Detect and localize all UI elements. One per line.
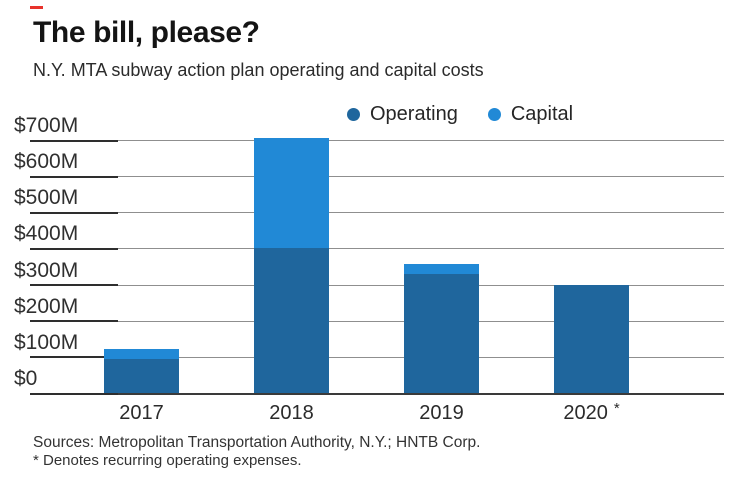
- y-tick-label: $0: [14, 367, 38, 390]
- gridline: [30, 248, 724, 250]
- x-tick-label: 2019: [382, 402, 502, 425]
- y-tick-label: $100M: [14, 330, 79, 354]
- y-tick-mark: [30, 284, 118, 287]
- footnote: * Denotes recurring operating expenses.: [33, 452, 302, 469]
- gridline: [30, 176, 724, 178]
- legend-label-capital: Capital: [510, 103, 574, 125]
- x-tick-year: 2017: [119, 402, 164, 424]
- capital-legend-dot-icon: [487, 108, 501, 121]
- y-tick-label: $400M: [14, 222, 79, 246]
- y-tick-mark: [30, 139, 118, 142]
- bar-operating-2019: [404, 273, 479, 393]
- y-tick-mark: [30, 392, 118, 395]
- legend-label-operating: Operating: [370, 103, 458, 125]
- y-tick-label: $300M: [14, 258, 79, 282]
- operating-legend-dot-icon: [347, 108, 360, 121]
- y-tick-mark: [30, 320, 118, 323]
- bar-capital-2017: [104, 348, 179, 359]
- bar-operating-2020: [554, 284, 629, 393]
- y-tick-label: $200M: [14, 294, 79, 318]
- gridline: [30, 356, 724, 358]
- x-tick-year: 2018: [269, 402, 314, 424]
- y-tick-mark: [30, 247, 118, 250]
- bar-operating-2017: [104, 358, 179, 393]
- y-tick-mark: [30, 211, 118, 214]
- x-tick-label: 2017: [82, 402, 202, 425]
- x-tick-label: 2018: [232, 402, 352, 425]
- gridline: [30, 284, 724, 286]
- gridline: [30, 320, 724, 322]
- legend-item-operating: Operating: [347, 103, 458, 126]
- chart-subtitle: N.Y. MTA subway action plan operating an…: [33, 60, 484, 80]
- gridline: [30, 140, 724, 141]
- x-tick-asterisk: *: [613, 400, 620, 417]
- bar-capital-2018: [254, 138, 329, 249]
- y-tick-label: $700M: [14, 114, 79, 137]
- x-tick-year: 2019: [419, 402, 464, 424]
- y-tick-mark: [30, 175, 118, 178]
- bar-operating-2018: [254, 248, 329, 393]
- x-axis-baseline: [30, 393, 724, 395]
- source-note: Sources: Metropolitan Transportation Aut…: [33, 434, 481, 451]
- legend: Operating Capital: [347, 103, 573, 126]
- x-tick-year: 2020: [563, 402, 608, 424]
- legend-item-capital: Capital: [487, 103, 574, 126]
- gridline: [30, 212, 724, 214]
- brand-accent-dash-icon: [30, 6, 43, 9]
- chart-title: The bill, please?: [33, 16, 260, 49]
- bar-capital-2019: [404, 263, 479, 274]
- y-tick-mark: [30, 356, 118, 359]
- y-tick-label: $600M: [14, 150, 79, 174]
- x-tick-label: 2020 *: [532, 400, 652, 425]
- y-tick-label: $500M: [14, 186, 79, 210]
